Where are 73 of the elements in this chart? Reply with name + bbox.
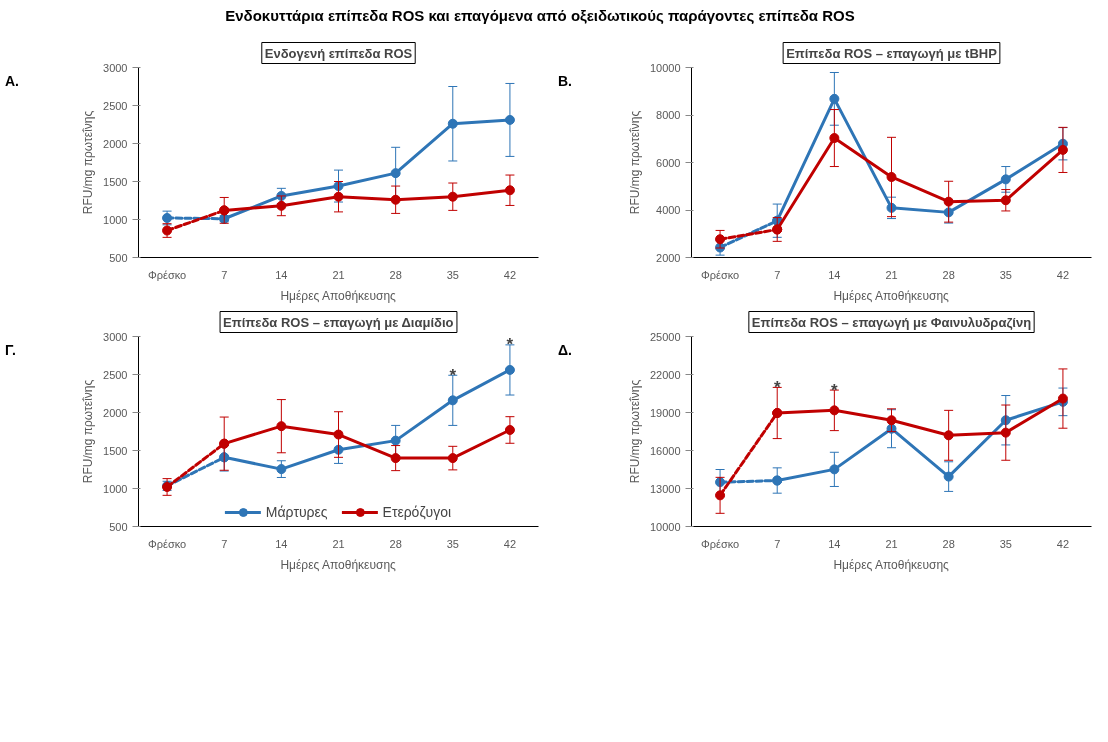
x-axis-title: Ημέρες Αποθήκευσης xyxy=(280,557,397,572)
x-tick-label: 21 xyxy=(885,268,898,281)
chart-title: Επίπεδα ROS – επαγωγή με Διαμίδιο xyxy=(223,314,454,330)
text: Β. xyxy=(558,72,572,91)
x-tick-label: 35 xyxy=(999,537,1012,550)
x-axis-title: Ημέρες Αποθήκευσης xyxy=(833,288,950,303)
x-tick-label: 35 xyxy=(999,268,1012,281)
y-tick-label: 6000 xyxy=(656,156,681,169)
x-tick-label: 14 xyxy=(275,268,288,281)
y-tick-label: 1000 xyxy=(103,482,128,495)
y-tick-label: 22000 xyxy=(649,368,681,381)
x-tick-label: 7 xyxy=(774,537,781,550)
x-tick-label: Φρέσκο xyxy=(147,268,187,281)
x-tick-label: 14 xyxy=(828,537,841,550)
x-tick-label: 35 xyxy=(446,268,459,281)
text: Γ. xyxy=(5,341,16,360)
y-tick-label: 2000 xyxy=(103,137,128,150)
x-tick-label: 35 xyxy=(446,537,459,550)
annotation: * xyxy=(506,335,514,355)
x-axis-title: Ημέρες Αποθήκευσης xyxy=(280,288,397,303)
y-tick-label: 13000 xyxy=(649,482,681,495)
y-tick-label: 3000 xyxy=(103,330,128,343)
x-tick-label: 42 xyxy=(1056,268,1070,281)
y-tick-label: 25000 xyxy=(649,330,681,343)
annotation: * xyxy=(773,377,781,397)
y-tick-label: 4000 xyxy=(656,204,681,216)
legend-label: Ετερόζυγοι xyxy=(382,504,452,520)
y-tick-label: 10000 xyxy=(649,61,681,74)
x-tick-label: 14 xyxy=(828,268,841,281)
x-tick-label: 21 xyxy=(332,537,345,550)
y-tick-label: 1500 xyxy=(103,444,128,457)
y-tick-label: 500 xyxy=(109,251,128,264)
x-tick-label: 28 xyxy=(942,268,955,281)
x-tick-label: 42 xyxy=(503,537,517,550)
x-tick-label: 7 xyxy=(221,268,228,281)
y-tick-label: 1500 xyxy=(103,175,128,188)
chart-subtitle: Ενδοκυττάρια επίπεδα ROS και επαγόμενα από οξειδωτικούς παράγοντες επίπεδα ROS xyxy=(225,6,855,26)
x-tick-label: 21 xyxy=(332,268,345,281)
text: Α. xyxy=(5,72,19,91)
x-tick-label: Φρέσκο xyxy=(700,537,740,550)
legend-label: Μάρτυρες xyxy=(265,504,328,520)
y-tick-label: 19000 xyxy=(649,406,681,419)
y-tick-label: 3000 xyxy=(103,61,128,74)
x-tick-label: 42 xyxy=(503,268,517,281)
chart-title: Επίπεδα ROS – επαγωγή με tBHP xyxy=(786,45,998,61)
x-tick-label: 42 xyxy=(1056,537,1070,550)
x-tick-label: 14 xyxy=(275,537,288,550)
x-tick-label: 28 xyxy=(389,268,402,281)
y-tick-label: 2000 xyxy=(103,406,128,419)
y-tick-label: 16000 xyxy=(649,444,681,457)
x-axis-title: Ημέρες Αποθήκευσης xyxy=(833,557,950,572)
y-axis-title: RFU/mg πρωτεΐνης xyxy=(81,110,96,215)
y-tick-label: 2500 xyxy=(103,99,128,112)
y-tick-label: 2500 xyxy=(103,368,128,381)
x-tick-label: 21 xyxy=(885,537,898,550)
chart-title: Επίπεδα ROS – επαγωγή με Φαινυλυδραζίνη xyxy=(751,314,1032,330)
y-axis-title: RFU/mg πρωτεΐνης xyxy=(627,379,642,484)
chart-title: Ενδογενή επίπεδα ROS xyxy=(264,45,413,61)
y-axis-title: RFU/mg πρωτεΐνης xyxy=(81,379,96,484)
x-tick-label: 28 xyxy=(942,537,955,550)
y-tick-label: 2000 xyxy=(656,251,681,264)
y-tick-label: 500 xyxy=(109,520,128,533)
y-axis-title: RFU/mg πρωτεΐνης xyxy=(627,110,642,215)
x-tick-label: Φρέσκο xyxy=(700,268,740,281)
y-tick-label: 10000 xyxy=(649,520,681,533)
x-tick-label: 7 xyxy=(221,537,228,550)
y-tick-label: 1000 xyxy=(103,213,128,226)
annotation: * xyxy=(449,365,457,385)
x-tick-label: 28 xyxy=(389,537,402,550)
x-tick-label: Φρέσκο xyxy=(147,537,187,550)
text: Δ. xyxy=(558,341,572,360)
y-tick-label: 8000 xyxy=(656,109,681,121)
x-tick-label: 7 xyxy=(774,268,781,281)
